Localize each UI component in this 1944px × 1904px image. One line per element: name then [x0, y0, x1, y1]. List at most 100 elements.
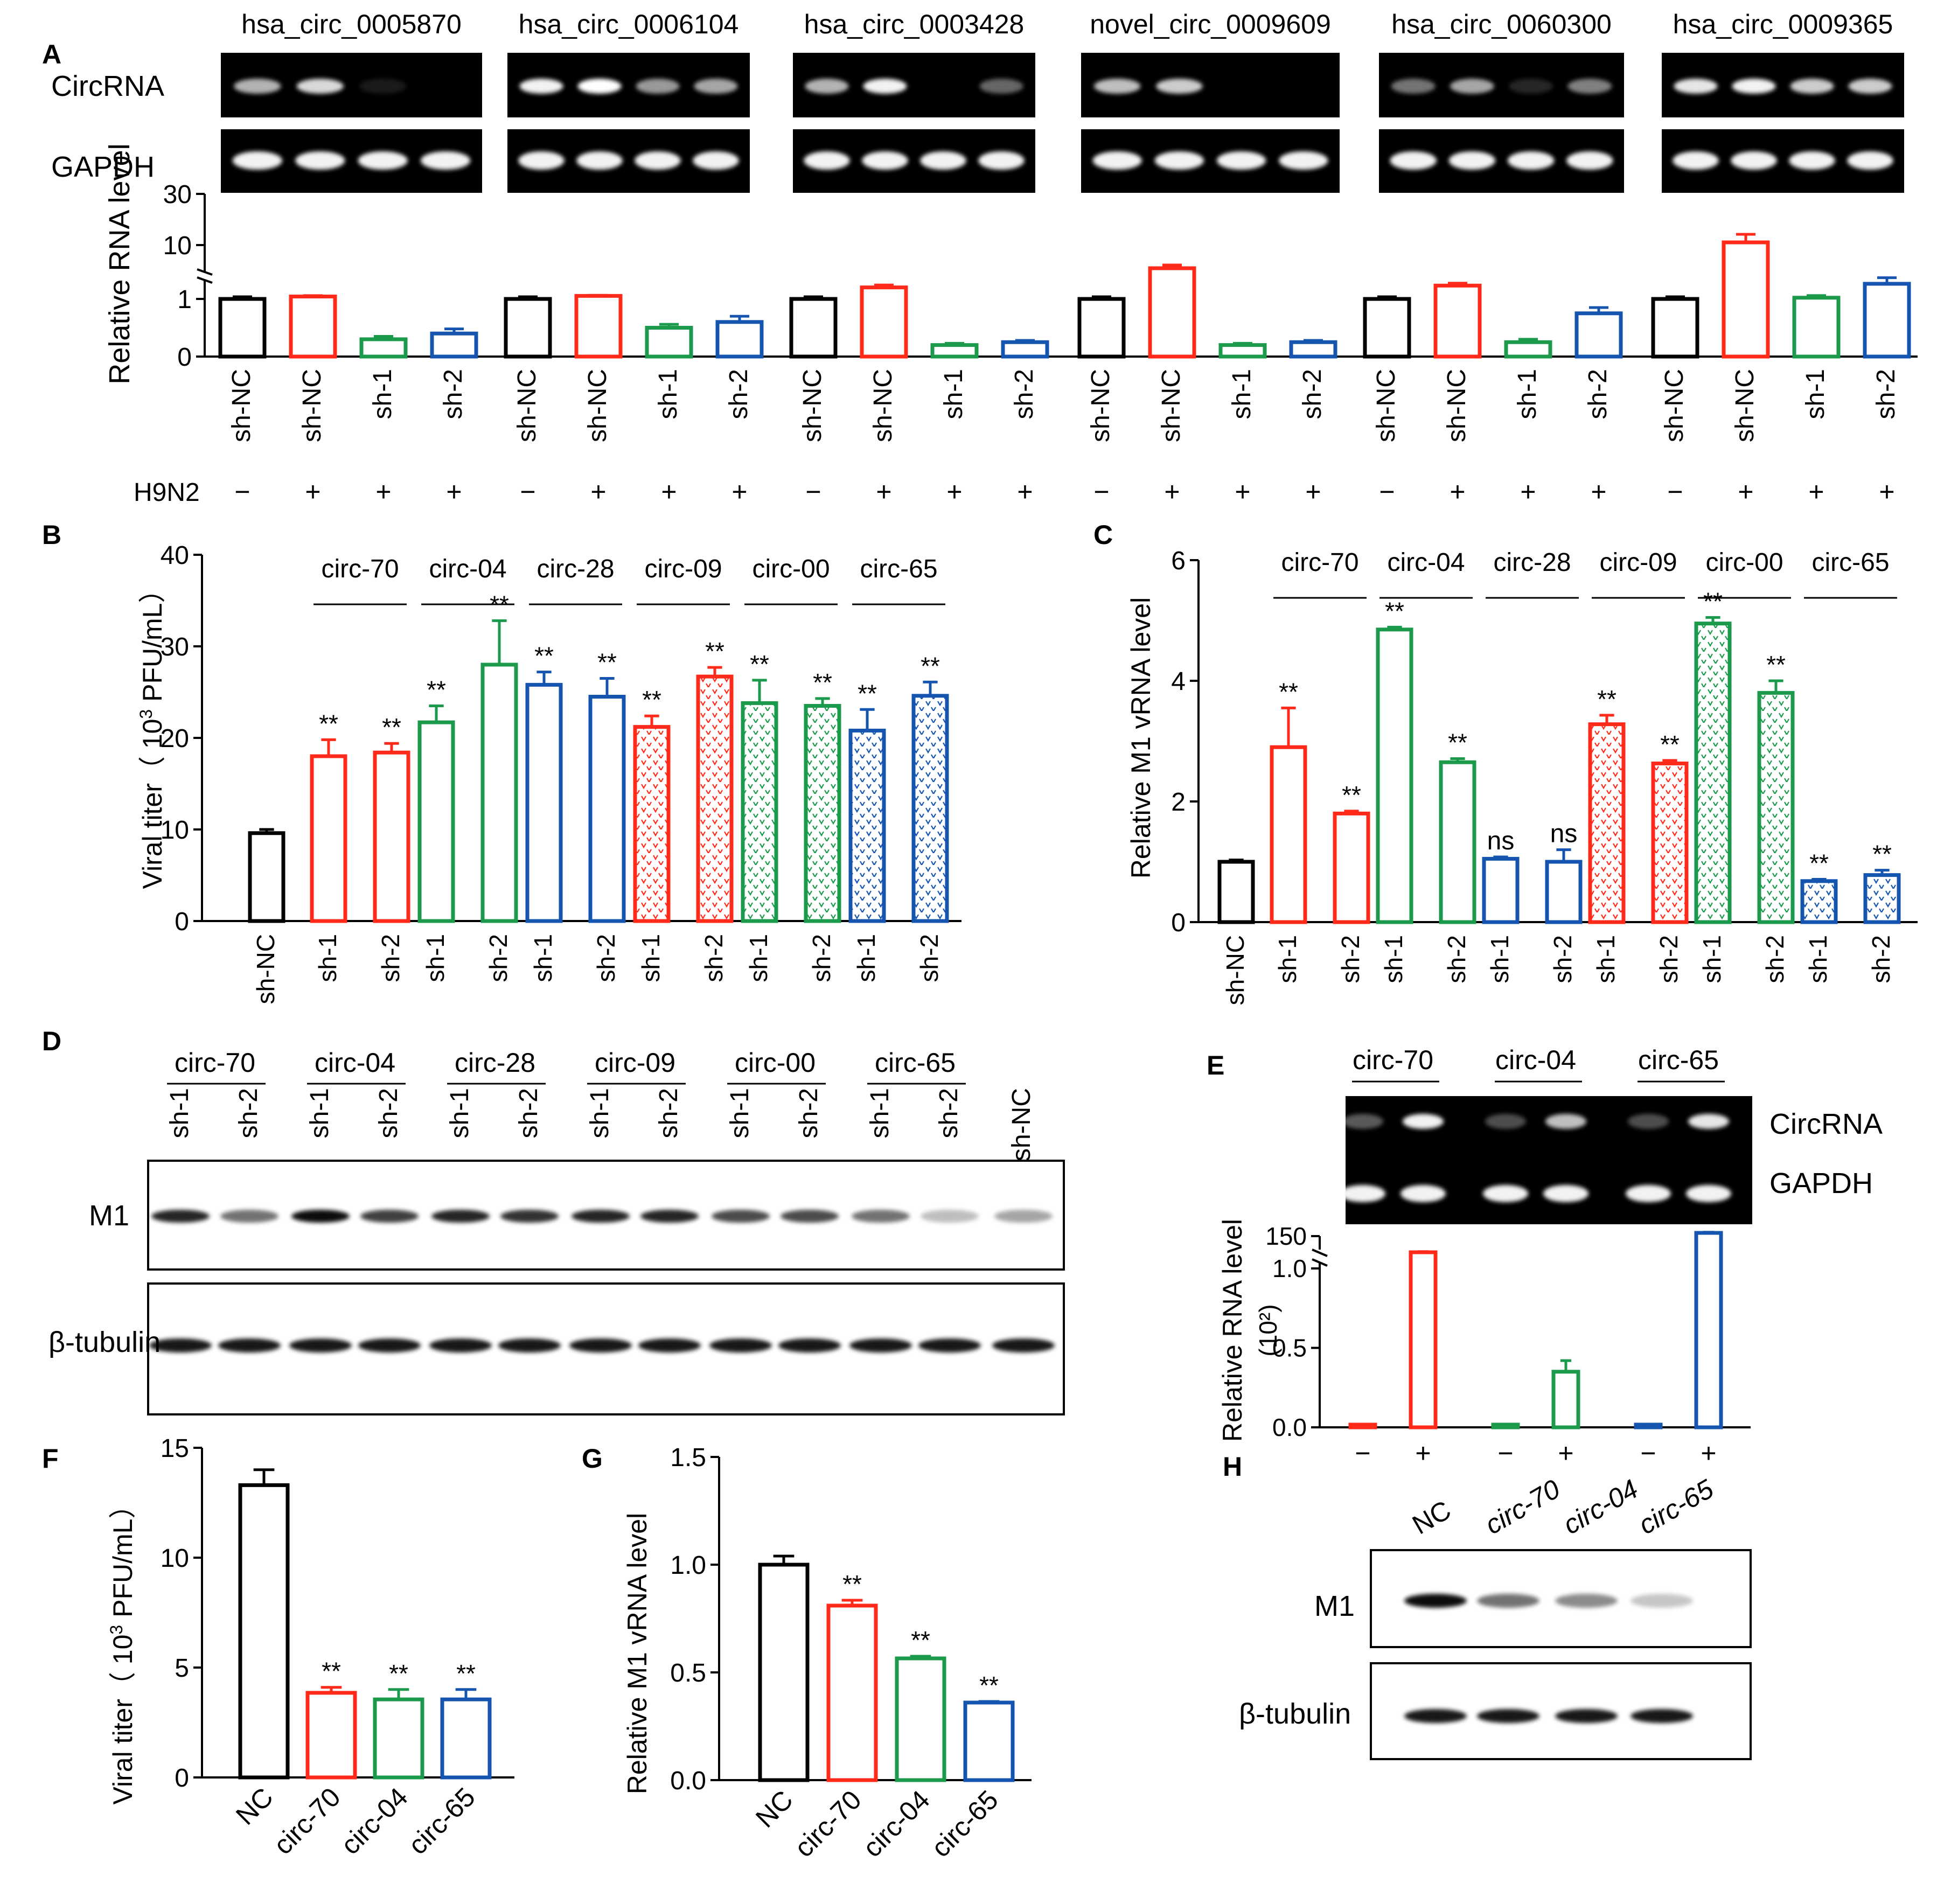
- panel-a-lane-label: sh-1: [939, 369, 968, 419]
- panel-a-circrna-band: [1732, 79, 1776, 94]
- panel-d-lane-label: sh-2: [654, 1088, 683, 1138]
- chart-b-lane-label: sh-2: [377, 934, 405, 982]
- panel-a-h9n2-signs: − + + + − + + + − + + + − + + + − + + + − + + +: [234, 477, 1894, 507]
- panel-a-lane-label: sh-NC: [513, 369, 541, 442]
- panel-e-axis-break: [1312, 1258, 1328, 1267]
- panel-a-gene-name: novel_circ_0009609: [1090, 9, 1331, 39]
- panel-d-m1-band: [994, 1210, 1053, 1223]
- panel-label-d: D: [42, 1026, 61, 1056]
- chart-c-lane-label: sh-2: [1867, 935, 1895, 983]
- panel-a-gene-name: hsa_circ_0006104: [519, 9, 739, 39]
- panel-g-chart: 0.0 0.5 1.0 1.5 NC ** circ-70 ** circ-04 ** circ-6…: [670, 1443, 1032, 1863]
- panel-e-group-label: circ-70: [1353, 1045, 1433, 1075]
- chart-b-sig-label: **: [319, 709, 338, 737]
- panel-a-h9n2-sign: +: [946, 477, 962, 507]
- panel-d-m1-band: [781, 1210, 839, 1223]
- panel-d-m1-band: [500, 1210, 559, 1223]
- panel-a-h9n2-label: H9N2: [134, 478, 200, 507]
- chart-c-lane-label: sh-2: [1549, 935, 1577, 983]
- panel-d-lane-label: sh-2: [374, 1088, 403, 1138]
- panel-e-sign: +: [1701, 1438, 1716, 1468]
- chart-g-bar: [895, 1656, 946, 1782]
- panel-a-bar: [289, 295, 337, 359]
- panel-a-bar: [645, 326, 693, 359]
- panel-a-lane-label: sh-NC: [298, 369, 326, 442]
- panel-a-lane-label: sh-1: [1513, 369, 1542, 419]
- panel-a-bar: [1001, 340, 1049, 359]
- panel-e-circrna-band: [1628, 1114, 1669, 1129]
- panel-a-bar: [1077, 297, 1126, 359]
- panel-a-bar: [1148, 266, 1196, 359]
- panel-d-m1-band: [852, 1210, 910, 1223]
- chart-c-group-label: circ-04: [1387, 548, 1465, 577]
- panel-a-lane-label: sh-NC: [1372, 369, 1400, 442]
- chart-b-yaxis-tick-label: 20: [161, 724, 189, 753]
- chart-f-sig-label: **: [322, 1657, 341, 1685]
- chart-c-bar-nc: [1217, 860, 1255, 924]
- panel-a-gapdh-band: [358, 151, 408, 170]
- panel-a-gapdh-band: [1092, 151, 1142, 170]
- panel-a-row-gapdh: GAPDH: [51, 151, 155, 183]
- panel-e-ytick-label: 0.5: [1272, 1334, 1307, 1362]
- chart-f-sig-label: **: [456, 1659, 476, 1687]
- panel-e-sign: +: [1415, 1438, 1431, 1468]
- panel-a-lane-label: sh-NC: [1660, 369, 1689, 442]
- panel-a-lane-label: sh-NC: [1731, 369, 1759, 442]
- panel-a-circrna-band: [1156, 79, 1203, 94]
- panel-a-bar: [1792, 296, 1841, 359]
- panel-a-axis-break: [197, 276, 213, 284]
- chart-b-bar: [848, 728, 886, 923]
- panel-label-a: A: [42, 39, 61, 69]
- panel-b-chart: 0 10 20 30 40 sh-NC circ-70 ** sh-1 ** sh-2 circ-04…: [161, 541, 961, 1004]
- chart-b-sig-label: **: [642, 686, 661, 714]
- panel-b-ylabel-post: PFU/mL）: [137, 576, 168, 709]
- panel-g-ylabel: Relative M1 vRNA level: [622, 1513, 652, 1794]
- chart-g-yaxis-tick-label: 1.5: [670, 1443, 706, 1472]
- panel-d-tubulin-band: [358, 1338, 421, 1352]
- panel-a-gapdh-band: [1566, 151, 1613, 170]
- panel-a-circrna-band: [863, 79, 907, 94]
- panel-a-h9n2-sign: +: [590, 477, 606, 507]
- chart-g-yaxis-tick-label: 0.0: [670, 1767, 706, 1795]
- panel-c-ylabel: Relative M1 vRNA level: [1126, 597, 1156, 878]
- chart-b-sig-label: **: [597, 648, 617, 676]
- panel-a-h9n2-sign: +: [1879, 477, 1894, 507]
- panel-a-gapdh-band: [920, 151, 966, 170]
- chart-f-yaxis-tick-label: 0: [175, 1764, 189, 1793]
- chart-c-bar: [1863, 873, 1901, 924]
- panel-e-sign: +: [1558, 1438, 1573, 1468]
- chart-c-group-label: circ-00: [1705, 548, 1783, 577]
- panel-a-h9n2-sign: +: [305, 477, 320, 507]
- chart-b-sig-label: **: [750, 650, 769, 678]
- panel-d-m1-band: [572, 1210, 630, 1223]
- panel-label-g: G: [582, 1443, 603, 1474]
- chart-b-sig-label: **: [382, 713, 401, 741]
- panel-d-lane-label: sh-1: [726, 1088, 754, 1138]
- panel-a-lane-label: sh-1: [368, 369, 397, 419]
- panel-a-circrna-band: [296, 79, 344, 94]
- panel-e-sign: −: [1355, 1438, 1370, 1468]
- panel-a-gapdh-band: [1507, 151, 1555, 170]
- panel-d-lane-label: sh-1: [305, 1088, 334, 1138]
- panel-b-ylabel-pre: Viral titer（ 10: [137, 719, 168, 889]
- chart-c-group-label: circ-28: [1493, 548, 1571, 577]
- chart-f-bar: [238, 1483, 290, 1780]
- panel-a-h9n2-sign: +: [1305, 477, 1321, 507]
- chart-c-lane-label: sh-2: [1336, 935, 1364, 983]
- panel-a-gels: hsa_circ_0005870 hsa_circ_0006104 hsa_circ…: [221, 9, 1904, 193]
- panel-label-f: F: [42, 1443, 59, 1474]
- panel-d-lane-label: sh-1: [445, 1088, 474, 1138]
- chart-c-sig-label: **: [1279, 678, 1298, 706]
- panel-a-circrna-band: [234, 79, 281, 94]
- panel-h-m1-band: [1477, 1594, 1539, 1608]
- panel-d-group-label: circ-09: [595, 1048, 675, 1078]
- chart-b-sig-label: **: [534, 642, 554, 670]
- chart-b-group-label: circ-00: [752, 555, 830, 583]
- panel-a-circrna-band: [1450, 79, 1494, 94]
- panel-a-gapdh-band: [1448, 151, 1496, 170]
- panel-a-axis-labels: sh-NC sh-NC sh-1 sh-2 sh-NC sh-NC sh-1 sh-2 sh-N…: [227, 369, 1900, 442]
- panel-f-ylabel-sup: 3: [107, 1625, 126, 1635]
- chart-b-lane-label: sh-2: [915, 934, 943, 982]
- panel-d-m1-band: [220, 1210, 278, 1223]
- panel-d-tubulin-band: [218, 1338, 281, 1352]
